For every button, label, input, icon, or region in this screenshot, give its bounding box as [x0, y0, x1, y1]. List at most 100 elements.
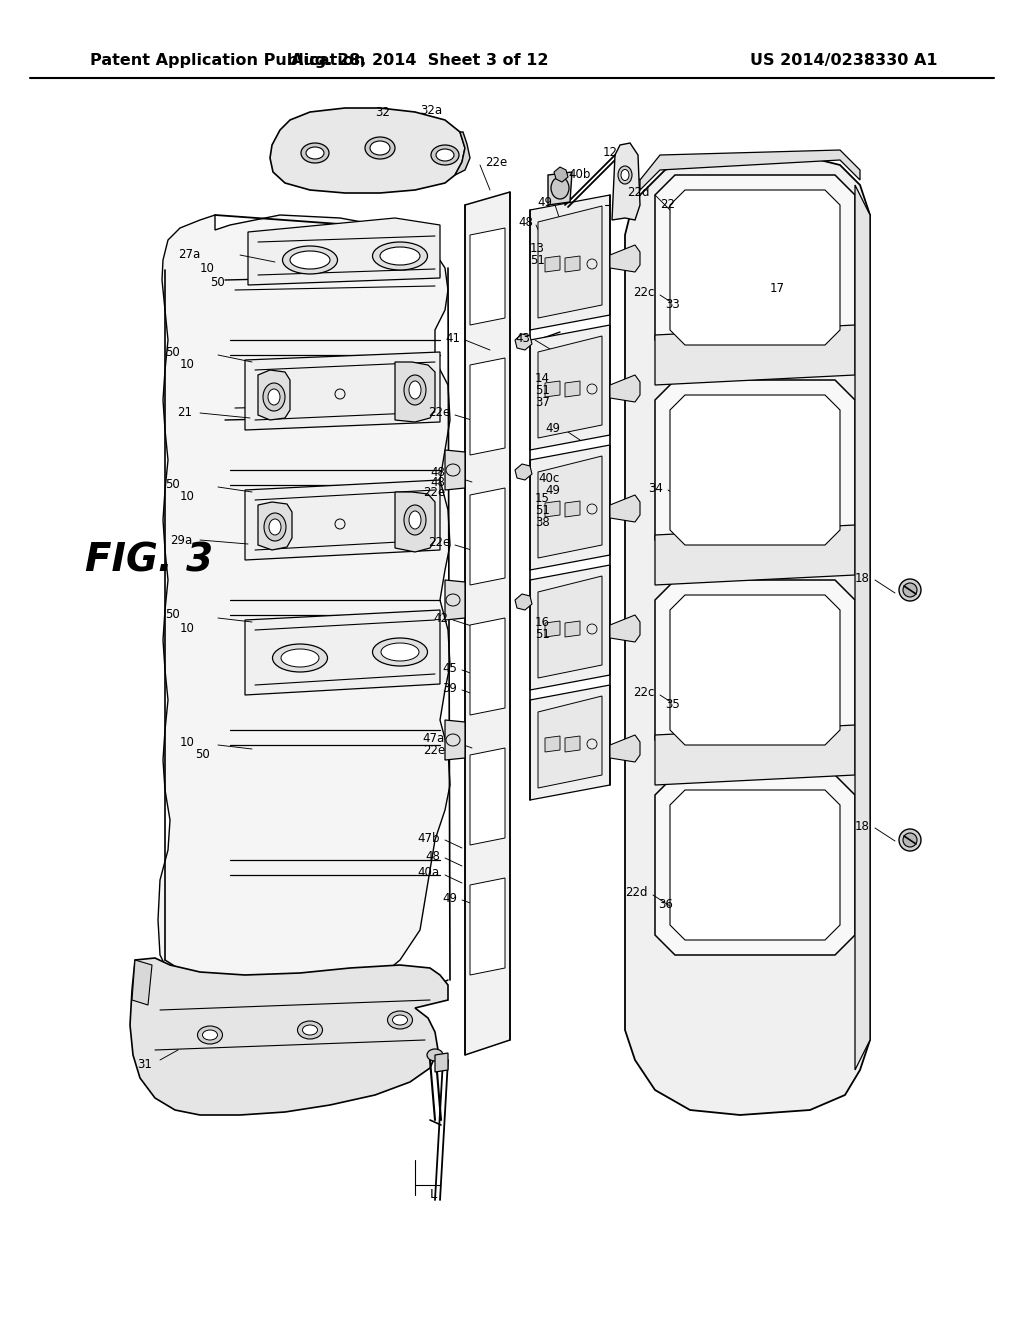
Polygon shape — [530, 685, 610, 800]
Polygon shape — [538, 337, 602, 438]
Text: 39: 39 — [442, 681, 457, 694]
Polygon shape — [270, 108, 465, 193]
Ellipse shape — [268, 389, 280, 405]
Ellipse shape — [272, 644, 328, 672]
Ellipse shape — [380, 247, 420, 265]
Text: 10: 10 — [180, 735, 195, 748]
Text: 32: 32 — [375, 106, 390, 119]
Polygon shape — [530, 565, 610, 690]
Polygon shape — [655, 176, 855, 360]
Text: 22e: 22e — [485, 156, 507, 169]
Ellipse shape — [409, 381, 421, 399]
Text: 32a: 32a — [420, 103, 442, 116]
Text: 40c: 40c — [539, 471, 560, 484]
Text: 18: 18 — [855, 820, 870, 833]
Ellipse shape — [903, 833, 918, 847]
Text: 22: 22 — [660, 198, 675, 211]
Polygon shape — [655, 579, 855, 760]
Ellipse shape — [899, 579, 921, 601]
Ellipse shape — [381, 643, 419, 661]
Text: 48: 48 — [430, 466, 445, 479]
Polygon shape — [612, 143, 640, 220]
Polygon shape — [470, 878, 505, 975]
Ellipse shape — [302, 1026, 317, 1035]
Polygon shape — [625, 154, 870, 1115]
Ellipse shape — [283, 246, 338, 275]
Text: 49: 49 — [545, 483, 560, 496]
Text: FIG. 3: FIG. 3 — [85, 541, 213, 579]
Polygon shape — [435, 1053, 449, 1072]
Polygon shape — [565, 620, 580, 638]
Polygon shape — [245, 480, 440, 560]
Text: 14: 14 — [535, 371, 550, 384]
Text: 50: 50 — [165, 609, 180, 622]
Text: 48: 48 — [425, 850, 440, 862]
Polygon shape — [545, 502, 560, 517]
Text: 22d: 22d — [626, 886, 648, 899]
Text: 22e: 22e — [428, 536, 450, 549]
Polygon shape — [470, 488, 505, 585]
Polygon shape — [130, 958, 449, 1115]
Polygon shape — [670, 789, 840, 940]
Text: 36: 36 — [658, 899, 673, 912]
Ellipse shape — [392, 1015, 408, 1026]
Text: 48: 48 — [518, 215, 534, 228]
Ellipse shape — [298, 1020, 323, 1039]
Ellipse shape — [899, 829, 921, 851]
Polygon shape — [545, 620, 560, 638]
Polygon shape — [538, 206, 602, 318]
Text: 48: 48 — [430, 475, 445, 488]
Polygon shape — [158, 215, 450, 1005]
Text: Aug. 28, 2014  Sheet 3 of 12: Aug. 28, 2014 Sheet 3 of 12 — [291, 53, 549, 67]
Polygon shape — [565, 737, 580, 752]
Text: 43: 43 — [515, 331, 530, 345]
Ellipse shape — [903, 583, 918, 597]
Ellipse shape — [436, 149, 454, 161]
Ellipse shape — [203, 1030, 217, 1040]
Polygon shape — [538, 455, 602, 558]
Polygon shape — [545, 381, 560, 397]
Ellipse shape — [551, 177, 569, 199]
Polygon shape — [610, 735, 640, 762]
Text: 27a: 27a — [178, 248, 200, 261]
Polygon shape — [655, 525, 855, 585]
Ellipse shape — [404, 506, 426, 535]
Polygon shape — [530, 195, 610, 330]
Text: 50: 50 — [165, 346, 180, 359]
Text: 50: 50 — [210, 276, 225, 289]
Polygon shape — [530, 445, 610, 570]
Polygon shape — [445, 450, 465, 490]
Polygon shape — [610, 615, 640, 642]
Ellipse shape — [431, 145, 459, 165]
Text: 47a: 47a — [423, 731, 445, 744]
Ellipse shape — [365, 137, 395, 158]
Text: 21: 21 — [177, 407, 193, 420]
Polygon shape — [670, 595, 840, 744]
Polygon shape — [655, 775, 855, 954]
Text: 50: 50 — [196, 748, 210, 762]
Ellipse shape — [306, 147, 324, 158]
Text: 38: 38 — [536, 516, 550, 528]
Text: 10: 10 — [180, 490, 195, 503]
Text: 18: 18 — [855, 572, 870, 585]
Polygon shape — [530, 325, 610, 450]
Ellipse shape — [281, 649, 319, 667]
Polygon shape — [515, 465, 532, 480]
Text: 51: 51 — [530, 253, 545, 267]
Polygon shape — [470, 748, 505, 845]
Ellipse shape — [198, 1026, 222, 1044]
Text: 34: 34 — [648, 482, 663, 495]
Text: 22c: 22c — [634, 685, 655, 698]
Ellipse shape — [290, 251, 330, 269]
Polygon shape — [445, 579, 465, 620]
Polygon shape — [132, 960, 152, 1005]
Text: 42: 42 — [433, 611, 449, 624]
Polygon shape — [640, 150, 860, 190]
Text: 17: 17 — [770, 281, 785, 294]
Text: 22e: 22e — [423, 743, 445, 756]
Polygon shape — [395, 492, 435, 552]
Text: 12: 12 — [603, 145, 618, 158]
Ellipse shape — [618, 166, 632, 183]
Text: 51: 51 — [536, 384, 550, 396]
Ellipse shape — [373, 638, 427, 667]
